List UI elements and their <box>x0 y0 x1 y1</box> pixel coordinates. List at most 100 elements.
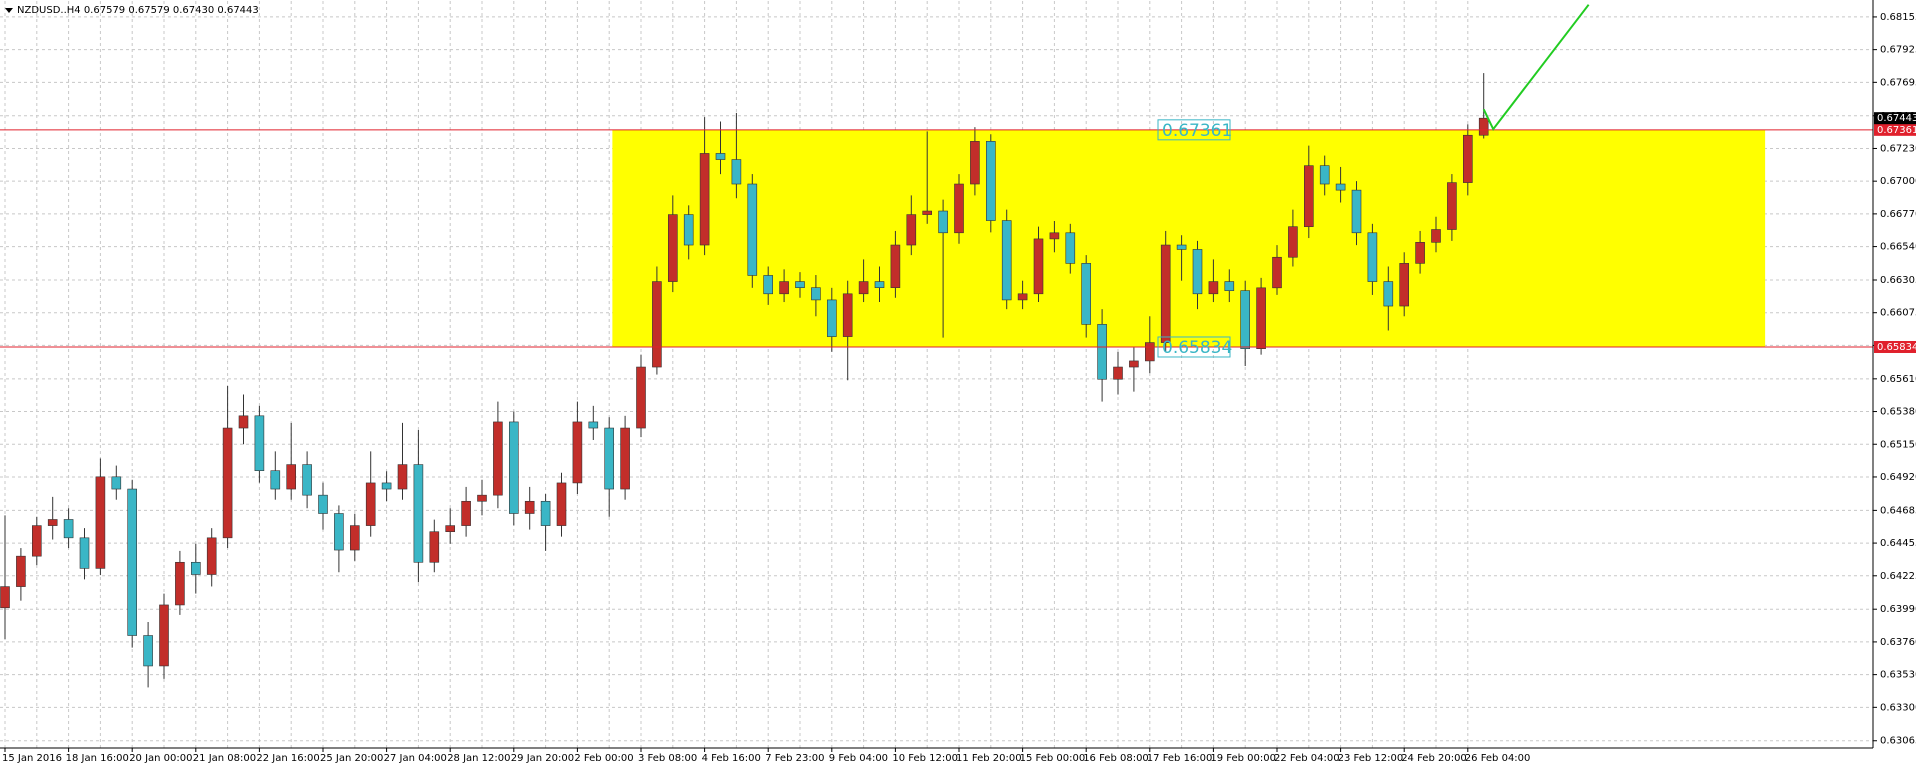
candle-body <box>143 635 153 667</box>
candle-body <box>0 586 10 609</box>
x-tick-label: 17 Feb 16:00 <box>1147 753 1213 764</box>
y-tick-label: 0.64455 <box>1880 538 1916 549</box>
candle-body <box>1113 366 1123 380</box>
y-tick-label: 0.64225 <box>1880 571 1916 582</box>
x-tick-label: 25 Jan 20:00 <box>320 753 383 764</box>
x-tick-label: 9 Feb 04:00 <box>829 753 888 764</box>
y-tick-label: 0.63065 <box>1880 736 1916 747</box>
y-tick-label: 0.66305 <box>1880 275 1916 286</box>
y-tick-label: 0.68155 <box>1880 12 1916 23</box>
candle-body <box>302 464 312 496</box>
candle-body <box>699 153 710 246</box>
candle-body <box>1065 232 1076 264</box>
candle-body <box>254 415 265 472</box>
candle-body <box>429 531 440 563</box>
candle-body <box>779 281 789 295</box>
candle-body <box>1097 324 1107 380</box>
candle-body <box>31 525 42 557</box>
y-tick-label: 0.67925 <box>1880 45 1916 56</box>
candle-body <box>795 281 805 288</box>
candle-body <box>954 183 964 234</box>
candles <box>0 73 1489 688</box>
x-tick-label: 10 Feb 12:00 <box>892 753 958 764</box>
candle-body <box>1415 242 1425 264</box>
candle-body <box>1478 117 1489 136</box>
x-tick-label: 19 Feb 00:00 <box>1210 753 1276 764</box>
candle-body <box>811 287 821 301</box>
candle-body <box>604 427 615 490</box>
x-tick-label: 29 Jan 20:00 <box>511 753 574 764</box>
x-tick-label: 15 Jan 2016 <box>2 753 62 764</box>
x-tick-label: 3 Feb 08:00 <box>638 753 697 764</box>
x-tick-label: 22 Feb 04:00 <box>1274 753 1340 764</box>
x-tick-label: 24 Feb 20:00 <box>1401 753 1467 764</box>
menu-arrow <box>5 8 13 13</box>
candle-body <box>191 561 201 575</box>
x-tick-label: 11 Feb 20:00 <box>956 753 1022 764</box>
candle-body <box>1033 238 1044 295</box>
candle-body <box>1001 220 1012 301</box>
candle-body <box>238 415 249 429</box>
candle-body <box>874 281 885 288</box>
candle-body <box>334 513 344 551</box>
y-tick-label: 0.67695 <box>1880 77 1916 88</box>
x-tick-label: 21 Jan 08:00 <box>193 753 256 764</box>
candle-body <box>1367 232 1378 282</box>
candle-body <box>461 500 471 526</box>
x-tick-label: 28 Jan 12:00 <box>447 753 510 764</box>
candle-body <box>1192 249 1203 295</box>
candle-body <box>95 476 106 569</box>
candle-body <box>970 141 980 185</box>
level-price-box <box>1874 123 1916 136</box>
candle-body <box>1240 290 1250 349</box>
candle-body <box>381 482 392 490</box>
candle-body <box>890 244 901 288</box>
candle-body <box>763 275 774 295</box>
candle-body <box>1304 165 1314 227</box>
candle-body <box>620 427 630 490</box>
candle-body <box>79 537 90 569</box>
y-tick-label: 0.64685 <box>1880 505 1916 516</box>
candle-body <box>1463 134 1473 183</box>
zone-layer <box>612 129 1766 347</box>
candle-body <box>127 488 137 636</box>
x-tick-label: 15 Feb 00:00 <box>1020 753 1086 764</box>
candle-body <box>1319 165 1330 185</box>
candle-body <box>111 476 122 490</box>
candle-body <box>588 421 599 429</box>
level-price: 0.65834 <box>1877 342 1916 353</box>
candle-body <box>1288 226 1298 258</box>
candle-body <box>1081 263 1091 325</box>
candle-body <box>524 500 535 514</box>
candle-body <box>16 555 26 587</box>
candle-body <box>318 494 328 514</box>
candle-body <box>63 519 74 539</box>
candle-body <box>47 519 58 526</box>
candle-body <box>445 525 456 533</box>
candle-body <box>1447 182 1457 230</box>
level-price: 0.67361 <box>1877 125 1916 136</box>
current-price-box <box>1874 112 1916 125</box>
x-tick-label: 20 Jan 00:00 <box>129 753 192 764</box>
candle-body <box>206 537 217 575</box>
candle-body <box>683 214 694 246</box>
candle-body <box>493 421 503 496</box>
candle-body <box>922 210 933 215</box>
candle-body <box>652 281 662 368</box>
candle-body <box>477 494 487 502</box>
candle-body <box>1160 244 1171 343</box>
candle-body <box>572 421 583 484</box>
candle-body <box>175 561 185 606</box>
x-tick-label: 22 Jan 16:00 <box>256 753 319 764</box>
candle-body <box>365 482 376 526</box>
